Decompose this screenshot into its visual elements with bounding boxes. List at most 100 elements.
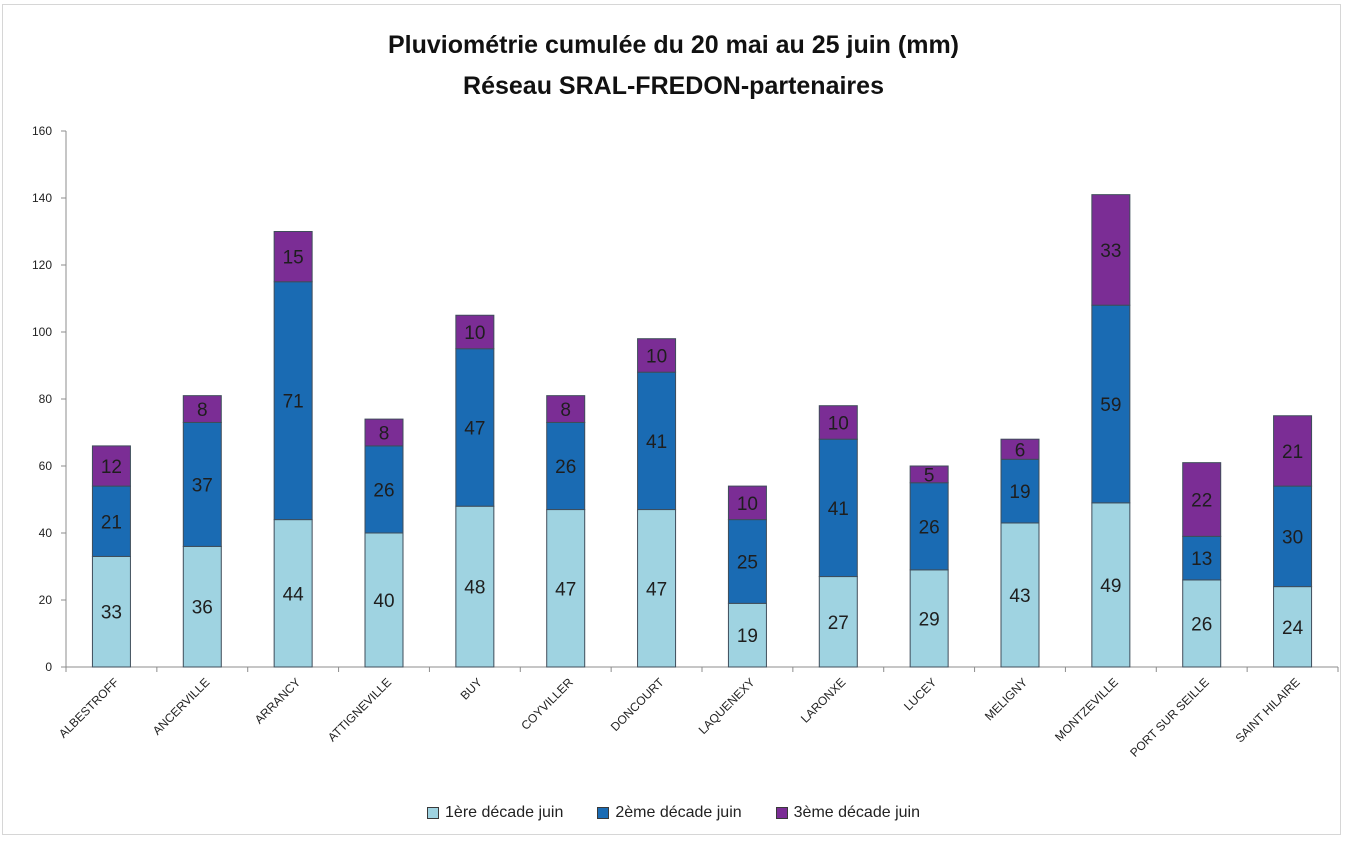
data-label-port-sur-seille-series-3: 22 (1191, 491, 1212, 512)
data-label-laquenexy-series-1: 19 (737, 626, 758, 647)
x-tick-label-11: MONTZEVILLE (1052, 675, 1121, 744)
data-label-saint-hilaire-series-1: 24 (1282, 618, 1304, 639)
chart-title: Pluviométrie cumulée du 20 mai au 25 jui… (388, 31, 959, 59)
bar-saint-hilaire-series-2 (1273, 485, 1313, 588)
x-tick-label-4: BUY (458, 675, 485, 702)
data-label-arrancy-series-1: 44 (283, 584, 305, 605)
data-label-ancerville-series-3: 8 (197, 400, 208, 421)
data-label-doncourt-series-2: 41 (646, 432, 667, 453)
data-label-coyviller-series-3: 8 (560, 400, 571, 421)
bar-albestroff-series-1 (91, 555, 131, 668)
data-label-attigneville-series-3: 8 (379, 424, 390, 445)
x-tick-label-2: ARRANCY (252, 675, 303, 726)
data-label-albestroff-series-1: 33 (101, 603, 122, 624)
legend-label-series-3: 3ème décade juin (793, 804, 920, 821)
y-tick-label-6: 120 (32, 258, 52, 272)
data-label-ancerville-series-2: 37 (192, 475, 213, 496)
legend-swatch-series-3 (775, 807, 788, 819)
bar-laquenexy-series-2 (727, 519, 767, 604)
y-tick-label-2: 40 (39, 526, 53, 540)
data-label-ancerville-series-1: 36 (192, 598, 213, 619)
bar-attigneville-series-1 (364, 532, 404, 668)
bar-montzeville-series-2 (1091, 304, 1131, 504)
data-label-albestroff-series-3: 12 (101, 457, 122, 478)
bar-port-sur-seille-series-3 (1182, 462, 1222, 537)
data-label-saint-hilaire-series-2: 30 (1282, 527, 1303, 548)
bar-arrancy-series-3 (273, 231, 313, 283)
data-label-doncourt-series-3: 10 (646, 346, 667, 367)
data-label-coyviller-series-2: 26 (555, 457, 576, 478)
bar-saint-hilaire-series-1 (1273, 586, 1313, 668)
bar-montzeville-series-3 (1091, 194, 1131, 306)
x-tick-label-12: PORT SUR SEILLE (1127, 675, 1212, 760)
x-tick-label-8: LARONXE (798, 675, 848, 725)
legend-swatch-series-1 (427, 807, 440, 819)
legend-swatch-series-2 (597, 807, 610, 819)
bar-albestroff-series-2 (91, 485, 131, 557)
bar-ancerville-series-2 (182, 421, 222, 547)
bar-lucey-series-3 (909, 465, 949, 484)
data-label-montzeville-series-3: 33 (1100, 241, 1121, 262)
y-tick-label-3: 60 (39, 459, 53, 473)
data-label-montzeville-series-2: 59 (1100, 395, 1121, 416)
data-label-port-sur-seille-series-2: 13 (1191, 549, 1212, 570)
y-tick-label-4: 80 (39, 392, 53, 406)
data-label-doncourt-series-1: 47 (646, 579, 667, 600)
bar-arrancy-series-2 (273, 281, 313, 521)
y-tick-label-8: 160 (32, 124, 52, 138)
data-label-buy-series-3: 10 (464, 323, 485, 344)
data-label-attigneville-series-2: 26 (373, 480, 394, 501)
data-label-meligny-series-1: 43 (1009, 586, 1030, 607)
data-label-meligny-series-2: 19 (1009, 482, 1030, 503)
y-tick-label-1: 20 (39, 593, 53, 607)
bar-saint-hilaire-series-3 (1273, 415, 1313, 487)
chart-subtitle: Réseau SRAL-FREDON-partenaires (463, 72, 884, 100)
x-tick-label-7: LAQUENEXY (696, 675, 758, 737)
bar-meligny-series-1 (1000, 522, 1040, 668)
x-tick-label-1: ANCERVILLE (150, 675, 213, 738)
y-tick-label-7: 140 (32, 191, 52, 205)
bar-buy-series-2 (455, 348, 495, 507)
legend-label-series-1: 1ère décade juin (445, 804, 564, 821)
x-tick-label-5: COYVILLER (518, 675, 576, 733)
bar-coyviller-series-1 (546, 509, 586, 668)
data-label-buy-series-1: 48 (464, 578, 485, 599)
x-tick-label-3: ATTIGNEVILLE (325, 675, 394, 744)
data-label-albestroff-series-2: 21 (101, 512, 122, 533)
x-tick-label-9: LUCEY (901, 675, 939, 713)
legend-item-series-2: 2ème décade juin (597, 804, 742, 822)
bar-arrancy-series-1 (273, 519, 313, 668)
bar-ancerville-series-1 (182, 545, 222, 668)
legend-item-series-1: 1ère décade juin (427, 804, 563, 822)
y-tick-label-0: 0 (45, 660, 52, 674)
data-label-laquenexy-series-3: 10 (737, 494, 758, 515)
bar-laquenexy-series-3 (727, 485, 767, 521)
bar-laronxe-series-3 (818, 405, 858, 440)
bar-laronxe-series-1 (818, 576, 858, 668)
data-label-meligny-series-3: 6 (1015, 440, 1026, 461)
bar-doncourt-series-1 (637, 509, 677, 668)
bar-buy-series-1 (455, 505, 495, 668)
x-tick-label-0: ALBESTROFF (56, 675, 122, 741)
bar-port-sur-seille-series-1 (1182, 579, 1222, 668)
data-label-laronxe-series-2: 41 (828, 499, 849, 520)
bar-meligny-series-2 (1000, 458, 1040, 524)
data-label-lucey-series-3: 5 (924, 465, 935, 486)
bar-port-sur-seille-series-2 (1182, 535, 1222, 581)
data-label-laquenexy-series-2: 25 (737, 552, 758, 573)
data-label-laronxe-series-3: 10 (828, 413, 849, 434)
x-tick-label-10: MELIGNY (982, 675, 1030, 723)
data-label-lucey-series-2: 26 (919, 517, 940, 538)
bar-attigneville-series-3 (364, 418, 404, 447)
data-label-port-sur-seille-series-1: 26 (1191, 614, 1212, 635)
bar-montzeville-series-1 (1091, 502, 1131, 668)
bar-albestroff-series-3 (91, 445, 131, 487)
data-label-coyviller-series-1: 47 (555, 579, 576, 600)
data-label-arrancy-series-2: 71 (283, 392, 304, 413)
data-label-buy-series-2: 47 (464, 418, 485, 439)
bar-coyviller-series-3 (546, 395, 586, 423)
data-label-attigneville-series-1: 40 (373, 591, 394, 612)
x-tick-label-13: SAINT HILAIRE (1233, 675, 1303, 745)
bar-buy-series-3 (455, 314, 495, 350)
